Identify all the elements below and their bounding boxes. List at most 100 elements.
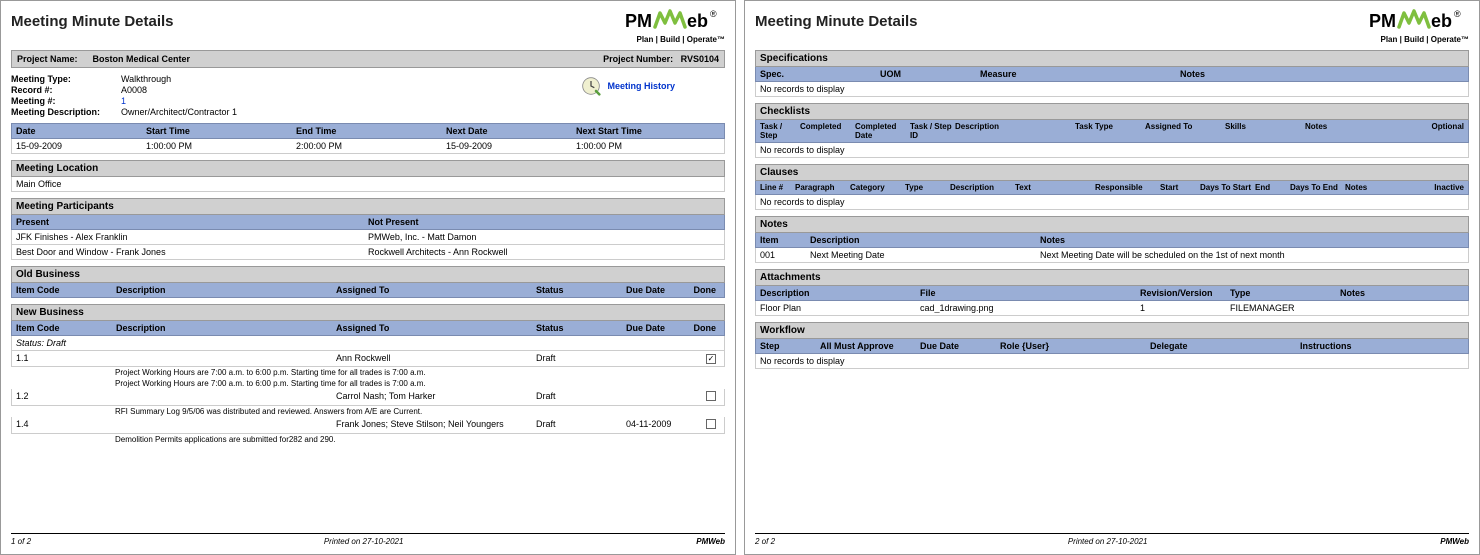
ob-desc: Description [116, 285, 336, 295]
attachments-section: Attachments Description File Revision/Ve… [755, 269, 1469, 316]
svg-text:eb: eb [1431, 11, 1452, 31]
wf-h-role: Role {User} [1000, 341, 1150, 351]
present-header: Present [16, 217, 368, 227]
spec-norecords: No records to display [755, 82, 1469, 97]
nb-desc-line: Demolition Permits applications are subm… [11, 434, 725, 445]
project-number-label: Project Number: [603, 54, 673, 64]
att-h-notes: Notes [1340, 288, 1464, 298]
ob-done: Done [686, 285, 716, 295]
nb-code: 1.4 [16, 419, 116, 431]
nb-code: 1.1 [16, 353, 116, 364]
clauses-section: Clauses Line # Paragraph Category Type D… [755, 164, 1469, 210]
old-business-title: Old Business [11, 266, 725, 283]
nextdate-header: Next Date [446, 126, 576, 136]
nb-done: ✓ [686, 353, 716, 364]
att-r0-rev: 1 [1140, 303, 1230, 313]
cls-h-type: Type [905, 183, 950, 192]
wf-h-instr: Instructions [1300, 341, 1464, 351]
nb-done: Done [686, 323, 716, 333]
footer-brand-2: PMWeb [1440, 537, 1469, 546]
att-r0-notes [1340, 303, 1464, 313]
chk-h-optional: Optional [1419, 122, 1464, 140]
chk-h-assigned: Assigned To [1145, 122, 1225, 140]
att-h-file: File [920, 288, 1140, 298]
notes-title: Notes [755, 216, 1469, 233]
wf-title: Workflow [755, 322, 1469, 339]
pmweb-logo-icon-2: PM eb ® [1369, 9, 1469, 35]
start-value: 1:00:00 PM [146, 141, 296, 151]
notes-r0-desc: Next Meeting Date [810, 250, 1040, 260]
nb-due: Due Date [626, 323, 686, 333]
nb-code: 1.2 [16, 391, 116, 403]
specifications-section: Specifications Spec. UOM Measure Notes N… [755, 50, 1469, 97]
att-h-type: Type [1230, 288, 1340, 298]
record-value: A0008 [121, 85, 147, 95]
checkbox-icon[interactable] [706, 391, 716, 401]
notpresent-header: Not Present [368, 217, 720, 227]
nb-itemcode: Item Code [16, 323, 116, 333]
meeting-num[interactable]: 1 [121, 96, 126, 106]
cls-h-start: Start [1160, 183, 1200, 192]
page-header-2: Meeting Minute Details PM eb ® Plan | Bu… [755, 9, 1469, 44]
notes-h-desc: Description [810, 235, 1040, 245]
cls-h-resp: Responsible [1095, 183, 1160, 192]
svg-text:PM: PM [1369, 11, 1396, 31]
nextdate-value: 15-09-2009 [446, 141, 576, 151]
nb-assigned: Ann Rockwell [336, 353, 536, 364]
nb-desc-cell [116, 391, 336, 403]
participants-section: Meeting Participants Present Not Present… [11, 198, 725, 260]
cls-norecords: No records to display [755, 195, 1469, 210]
nextstart-header: Next Start Time [576, 126, 706, 136]
cls-h-text: Text [1015, 183, 1095, 192]
nb-status: Status [536, 323, 626, 333]
page-title-2: Meeting Minute Details [755, 13, 918, 30]
meta-block: Meeting Type:Walkthrough Record #:A0008 … [11, 74, 725, 117]
nb-due: 04-11-2009 [626, 419, 686, 431]
nb-done [686, 391, 716, 403]
page-2: Meeting Minute Details PM eb ® Plan | Bu… [744, 0, 1480, 555]
meeting-desc-label: Meeting Description: [11, 107, 121, 117]
chk-h-taskstep: Task / Step [760, 122, 800, 140]
notes-h-item: Item [760, 235, 810, 245]
checkbox-icon[interactable]: ✓ [706, 354, 716, 364]
notes-r0-item: 001 [760, 250, 810, 260]
chk-h-desc: Description [955, 122, 1075, 140]
spec-title: Specifications [755, 50, 1469, 67]
meeting-type: Walkthrough [121, 74, 171, 84]
nb-status: Draft [536, 419, 626, 431]
location-value: Main Office [11, 177, 725, 192]
cls-h-para: Paragraph [795, 183, 850, 192]
nb-due [626, 391, 686, 403]
wf-h-step: Step [760, 341, 820, 351]
svg-text:®: ® [710, 9, 717, 19]
spec-h-spec: Spec. [760, 69, 880, 79]
project-name: Boston Medical Center [93, 54, 191, 64]
new-business-title: New Business [11, 304, 725, 321]
ob-assigned: Assigned To [336, 285, 536, 295]
cls-title: Clauses [755, 164, 1469, 181]
att-r0-desc: Floor Plan [760, 303, 920, 313]
workflow-section: Workflow Step All Must Approve Due Date … [755, 322, 1469, 369]
start-header: Start Time [146, 126, 296, 136]
checkbox-icon[interactable] [706, 419, 716, 429]
meeting-history-link[interactable]: Meeting History [581, 76, 675, 96]
present-1: Best Door and Window - Frank Jones [16, 247, 368, 257]
nb-status-line: Status: Draft [11, 336, 725, 351]
nb-desc-line: RFI Summary Log 9/5/06 was distributed a… [11, 406, 725, 417]
nb-desc-line: Project Working Hours are 7:00 a.m. to 6… [11, 378, 725, 389]
page-footer-1: 1 of 2 Printed on 27-10-2021 PMWeb [11, 533, 725, 546]
chk-h-skills: Skills [1225, 122, 1305, 140]
att-h-rev: Revision/Version [1140, 288, 1230, 298]
wf-h-delegate: Delegate [1150, 341, 1300, 351]
schedule-section: Date Start Time End Time Next Date Next … [11, 123, 725, 154]
nb-desc-cell [116, 353, 336, 364]
cls-h-desc: Description [950, 183, 1015, 192]
project-number: RVS0104 [681, 54, 719, 64]
page-1: Meeting Minute Details PM eb ® Plan | Bu… [0, 0, 736, 555]
footer-page-1: 1 of 2 [11, 537, 31, 546]
history-link-text: Meeting History [607, 81, 675, 91]
chk-h-tasktype: Task Type [1075, 122, 1145, 140]
nb-due [626, 353, 686, 364]
spec-h-measure: Measure [980, 69, 1180, 79]
cls-h-notes: Notes [1345, 183, 1385, 192]
